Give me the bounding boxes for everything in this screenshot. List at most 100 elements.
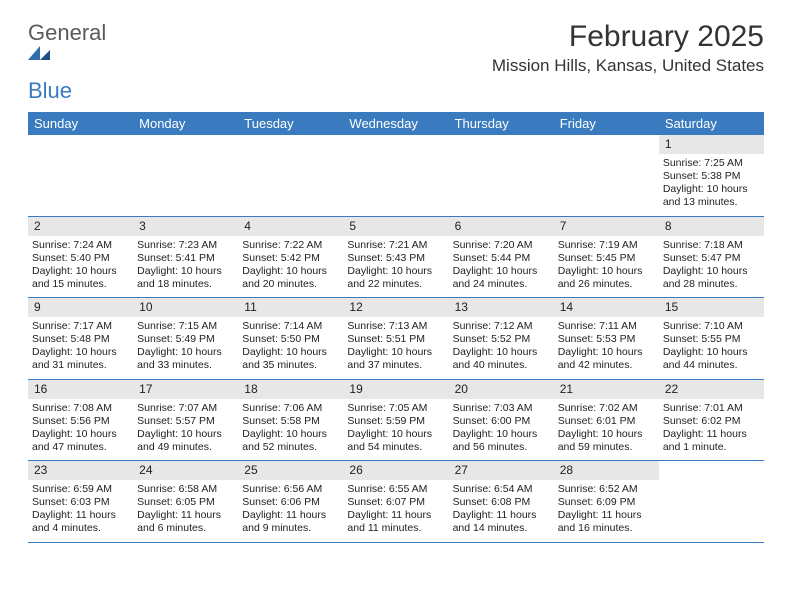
day-cell: 18Sunrise: 7:06 AMSunset: 5:58 PMDayligh… [238, 380, 343, 461]
day-sunrise: Sunrise: 7:12 AM [453, 320, 550, 333]
day-cell [343, 135, 448, 216]
day-daylight: Daylight: 10 hours and 22 minutes. [347, 265, 444, 291]
logo-mark-icon [28, 46, 108, 60]
day-cell: 10Sunrise: 7:15 AMSunset: 5:49 PMDayligh… [133, 298, 238, 379]
day-cell [133, 135, 238, 216]
page-header: General Blue February 2025 Mission Hills… [28, 20, 764, 104]
day-sunset: Sunset: 6:06 PM [242, 496, 339, 509]
day-sunrise: Sunrise: 7:18 AM [663, 239, 760, 252]
day-sunrise: Sunrise: 7:02 AM [558, 402, 655, 415]
day-number: 20 [449, 380, 554, 399]
week-row: 23Sunrise: 6:59 AMSunset: 6:03 PMDayligh… [28, 461, 764, 543]
calendar: Sunday Monday Tuesday Wednesday Thursday… [28, 112, 764, 543]
day-sunset: Sunset: 6:01 PM [558, 415, 655, 428]
day-number: 14 [554, 298, 659, 317]
day-number: 7 [554, 217, 659, 236]
day-cell: 21Sunrise: 7:02 AMSunset: 6:01 PMDayligh… [554, 380, 659, 461]
day-number: 22 [659, 380, 764, 399]
day-number: 2 [28, 217, 133, 236]
logo: General Blue [28, 20, 108, 104]
day-cell: 8Sunrise: 7:18 AMSunset: 5:47 PMDaylight… [659, 217, 764, 298]
day-sunrise: Sunrise: 7:15 AM [137, 320, 234, 333]
weekday-row: Sunday Monday Tuesday Wednesday Thursday… [28, 112, 764, 135]
day-number: 9 [28, 298, 133, 317]
day-cell: 4Sunrise: 7:22 AMSunset: 5:42 PMDaylight… [238, 217, 343, 298]
day-sunset: Sunset: 6:09 PM [558, 496, 655, 509]
day-cell: 2Sunrise: 7:24 AMSunset: 5:40 PMDaylight… [28, 217, 133, 298]
day-cell [554, 135, 659, 216]
day-sunrise: Sunrise: 7:10 AM [663, 320, 760, 333]
day-sunrise: Sunrise: 7:06 AM [242, 402, 339, 415]
month-title: February 2025 [492, 20, 764, 54]
day-sunset: Sunset: 6:07 PM [347, 496, 444, 509]
day-sunrise: Sunrise: 7:03 AM [453, 402, 550, 415]
week-row: 1Sunrise: 7:25 AMSunset: 5:38 PMDaylight… [28, 135, 764, 217]
day-sunset: Sunset: 5:56 PM [32, 415, 129, 428]
day-sunset: Sunset: 5:44 PM [453, 252, 550, 265]
weeks-container: 1Sunrise: 7:25 AMSunset: 5:38 PMDaylight… [28, 135, 764, 543]
day-sunrise: Sunrise: 7:17 AM [32, 320, 129, 333]
week-row: 16Sunrise: 7:08 AMSunset: 5:56 PMDayligh… [28, 380, 764, 462]
day-daylight: Daylight: 11 hours and 11 minutes. [347, 509, 444, 535]
day-number: 3 [133, 217, 238, 236]
day-daylight: Daylight: 10 hours and 44 minutes. [663, 346, 760, 372]
weekday-monday: Monday [133, 112, 238, 135]
calendar-page: General Blue February 2025 Mission Hills… [0, 0, 792, 543]
day-daylight: Daylight: 11 hours and 4 minutes. [32, 509, 129, 535]
day-cell [238, 135, 343, 216]
day-sunset: Sunset: 5:52 PM [453, 333, 550, 346]
day-daylight: Daylight: 10 hours and 47 minutes. [32, 428, 129, 454]
day-number: 25 [238, 461, 343, 480]
day-daylight: Daylight: 10 hours and 37 minutes. [347, 346, 444, 372]
day-sunrise: Sunrise: 6:52 AM [558, 483, 655, 496]
day-number: 27 [449, 461, 554, 480]
day-daylight: Daylight: 10 hours and 31 minutes. [32, 346, 129, 372]
day-cell: 12Sunrise: 7:13 AMSunset: 5:51 PMDayligh… [343, 298, 448, 379]
day-sunset: Sunset: 5:42 PM [242, 252, 339, 265]
day-cell: 27Sunrise: 6:54 AMSunset: 6:08 PMDayligh… [449, 461, 554, 542]
day-number: 13 [449, 298, 554, 317]
day-number: 19 [343, 380, 448, 399]
day-daylight: Daylight: 11 hours and 6 minutes. [137, 509, 234, 535]
weekday-sunday: Sunday [28, 112, 133, 135]
day-cell: 26 Sunrise: 6:55 AMSunset: 6:07 PMDayligh… [343, 461, 448, 542]
day-number: 1 [659, 135, 764, 154]
day-daylight: Daylight: 10 hours and 18 minutes. [137, 265, 234, 291]
day-sunrise: Sunrise: 7:22 AM [242, 239, 339, 252]
day-daylight: Daylight: 11 hours and 9 minutes. [242, 509, 339, 535]
day-sunset: Sunset: 5:45 PM [558, 252, 655, 265]
day-number: 24 [133, 461, 238, 480]
day-sunrise: Sunrise: 7:05 AM [347, 402, 444, 415]
day-sunrise: Sunrise: 7:11 AM [558, 320, 655, 333]
day-sunrise: Sunrise: 6:55 AM [347, 483, 444, 496]
day-number: 16 [28, 380, 133, 399]
logo-text-blue: Blue [28, 78, 72, 103]
day-number: 11 [238, 298, 343, 317]
day-number: 6 [449, 217, 554, 236]
day-daylight: Daylight: 10 hours and 56 minutes. [453, 428, 550, 454]
day-daylight: Daylight: 10 hours and 42 minutes. [558, 346, 655, 372]
day-cell: 17Sunrise: 7:07 AMSunset: 5:57 PMDayligh… [133, 380, 238, 461]
day-cell: 1Sunrise: 7:25 AMSunset: 5:38 PMDaylight… [659, 135, 764, 216]
day-number: 26 [343, 461, 448, 480]
day-cell: 19Sunrise: 7:05 AMSunset: 5:59 PMDayligh… [343, 380, 448, 461]
day-sunrise: Sunrise: 6:56 AM [242, 483, 339, 496]
day-sunset: Sunset: 5:53 PM [558, 333, 655, 346]
day-sunset: Sunset: 5:47 PM [663, 252, 760, 265]
day-sunset: Sunset: 6:03 PM [32, 496, 129, 509]
day-sunset: Sunset: 5:58 PM [242, 415, 339, 428]
day-daylight: Daylight: 11 hours and 14 minutes. [453, 509, 550, 535]
day-sunset: Sunset: 5:40 PM [32, 252, 129, 265]
day-daylight: Daylight: 11 hours and 16 minutes. [558, 509, 655, 535]
day-number: 5 [343, 217, 448, 236]
day-cell [449, 135, 554, 216]
day-sunset: Sunset: 6:08 PM [453, 496, 550, 509]
day-cell: 3Sunrise: 7:23 AMSunset: 5:41 PMDaylight… [133, 217, 238, 298]
day-sunrise: Sunrise: 7:01 AM [663, 402, 760, 415]
day-sunrise: Sunrise: 7:07 AM [137, 402, 234, 415]
day-sunset: Sunset: 5:51 PM [347, 333, 444, 346]
day-sunrise: Sunrise: 7:14 AM [242, 320, 339, 333]
day-sunset: Sunset: 5:38 PM [663, 170, 760, 183]
day-cell: 6Sunrise: 7:20 AMSunset: 5:44 PMDaylight… [449, 217, 554, 298]
title-block: February 2025 Mission Hills, Kansas, Uni… [492, 20, 764, 76]
